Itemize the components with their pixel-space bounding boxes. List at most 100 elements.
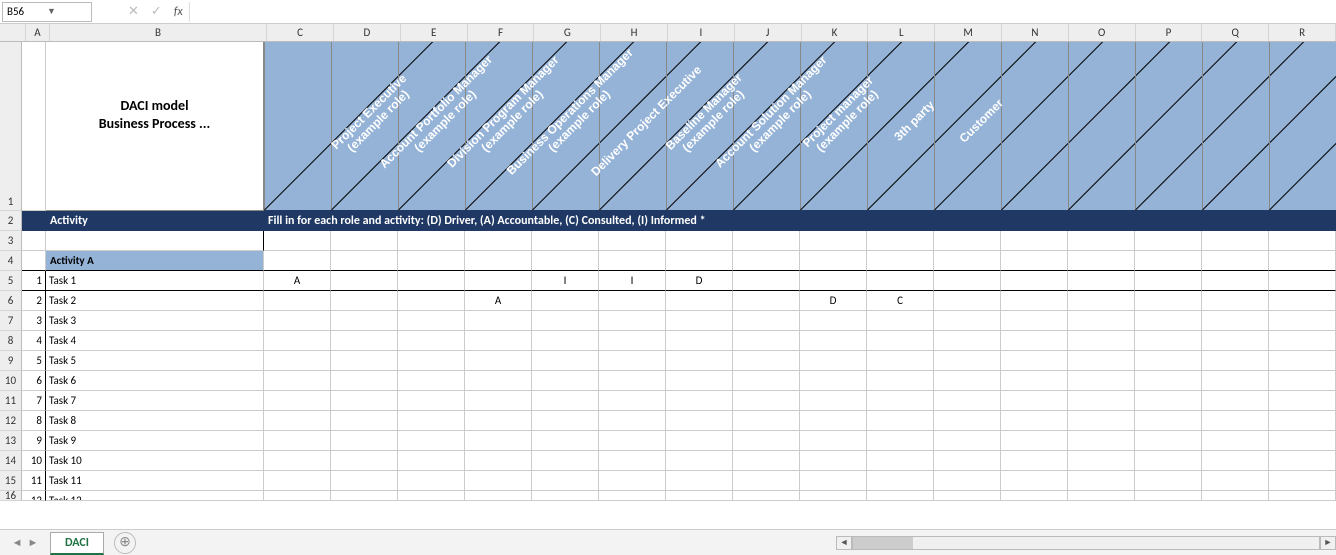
cell[interactable] <box>800 491 867 501</box>
cell[interactable] <box>1001 431 1068 451</box>
cell[interactable] <box>532 471 599 491</box>
cell[interactable] <box>1202 411 1269 431</box>
row-header-12[interactable]: 12 <box>0 411 22 431</box>
cell[interactable] <box>800 251 867 271</box>
row-header-4[interactable]: 4 <box>0 251 22 271</box>
cell[interactable] <box>1068 371 1135 391</box>
task-name[interactable]: Task 12 <box>46 491 264 501</box>
cell[interactable] <box>867 231 934 251</box>
cell[interactable] <box>398 491 465 501</box>
cell[interactable] <box>1269 311 1336 331</box>
daci-value[interactable]: A <box>264 271 331 291</box>
row-header-15[interactable]: 15 <box>0 471 22 491</box>
cell[interactable] <box>532 291 599 311</box>
cell-A1[interactable] <box>22 42 46 211</box>
task-name[interactable]: Task 6 <box>46 371 264 391</box>
cell[interactable] <box>934 291 1001 311</box>
cell[interactable] <box>1202 451 1269 471</box>
cell[interactable] <box>398 291 465 311</box>
cell[interactable] <box>398 391 465 411</box>
task-number[interactable]: 5 <box>22 351 46 371</box>
cell[interactable] <box>1269 251 1336 271</box>
new-sheet-button[interactable]: ⊕ <box>114 532 136 554</box>
cell[interactable] <box>264 491 331 501</box>
cell[interactable] <box>666 491 733 501</box>
cell[interactable] <box>733 491 800 501</box>
cell[interactable] <box>599 471 666 491</box>
cell[interactable] <box>1202 431 1269 451</box>
cell[interactable] <box>264 251 331 271</box>
cell[interactable] <box>1001 351 1068 371</box>
row-header-8[interactable]: 8 <box>0 331 22 351</box>
cell[interactable] <box>934 391 1001 411</box>
row-header-13[interactable]: 13 <box>0 431 22 451</box>
scroll-track[interactable] <box>852 536 1320 550</box>
cell[interactable] <box>532 251 599 271</box>
cell[interactable] <box>733 431 800 451</box>
cell[interactable] <box>331 371 398 391</box>
daci-value[interactable]: A <box>465 291 532 311</box>
cell-A2[interactable] <box>22 211 46 231</box>
cell[interactable] <box>1202 391 1269 411</box>
daci-value[interactable]: I <box>532 271 599 291</box>
task-name[interactable]: Task 11 <box>46 471 264 491</box>
cell[interactable] <box>1068 231 1135 251</box>
task-number[interactable]: 4 <box>22 331 46 351</box>
instruction-text[interactable]: Fill in for each role and activity: (D) … <box>264 211 1336 231</box>
sheet-tab-daci[interactable]: DACI <box>50 532 104 555</box>
cell[interactable] <box>666 391 733 411</box>
cell[interactable] <box>1202 251 1269 271</box>
task-name[interactable]: Task 5 <box>46 351 264 371</box>
cell[interactable] <box>264 311 331 331</box>
cell[interactable] <box>1269 271 1336 291</box>
col-header-F[interactable]: F <box>468 24 535 41</box>
daci-value[interactable]: I <box>599 271 666 291</box>
cell[interactable] <box>599 371 666 391</box>
cell[interactable] <box>1135 291 1202 311</box>
cell[interactable] <box>1068 491 1135 501</box>
cell[interactable] <box>666 331 733 351</box>
cell[interactable] <box>733 311 800 331</box>
row-header-3[interactable]: 3 <box>0 231 22 251</box>
activity-header-cell[interactable]: Activity A <box>46 251 264 271</box>
col-header-N[interactable]: N <box>1002 24 1069 41</box>
cell[interactable] <box>800 331 867 351</box>
cell[interactable] <box>1269 471 1336 491</box>
col-header-K[interactable]: K <box>802 24 869 41</box>
fx-label[interactable]: fx <box>168 5 189 19</box>
cell[interactable] <box>1001 491 1068 501</box>
cell[interactable] <box>264 391 331 411</box>
activity-label[interactable]: Activity <box>46 211 264 231</box>
task-name[interactable]: Task 10 <box>46 451 264 471</box>
cell[interactable] <box>331 391 398 411</box>
cell[interactable] <box>532 311 599 331</box>
cell[interactable] <box>1269 491 1336 501</box>
cell[interactable] <box>532 411 599 431</box>
cell[interactable] <box>800 451 867 471</box>
cell[interactable] <box>465 271 532 291</box>
task-number[interactable]: 10 <box>22 451 46 471</box>
task-name[interactable]: Task 9 <box>46 431 264 451</box>
cell[interactable] <box>465 231 532 251</box>
cell[interactable] <box>867 371 934 391</box>
cell[interactable] <box>331 411 398 431</box>
cell[interactable] <box>934 351 1001 371</box>
cell[interactable] <box>331 351 398 371</box>
cell[interactable] <box>532 491 599 501</box>
cell[interactable] <box>331 431 398 451</box>
row-header-9[interactable]: 9 <box>0 351 22 371</box>
row-header-16[interactable]: 16 <box>0 491 22 501</box>
cell[interactable] <box>264 471 331 491</box>
cell[interactable] <box>1068 431 1135 451</box>
cell[interactable] <box>1202 311 1269 331</box>
cell[interactable] <box>264 451 331 471</box>
cell[interactable] <box>599 331 666 351</box>
cell[interactable] <box>22 231 46 251</box>
col-header-B[interactable]: B <box>50 24 267 41</box>
cell[interactable] <box>264 351 331 371</box>
task-number[interactable]: 7 <box>22 391 46 411</box>
cell[interactable] <box>331 291 398 311</box>
cell[interactable] <box>1001 411 1068 431</box>
cell[interactable] <box>934 471 1001 491</box>
cell[interactable] <box>1202 271 1269 291</box>
